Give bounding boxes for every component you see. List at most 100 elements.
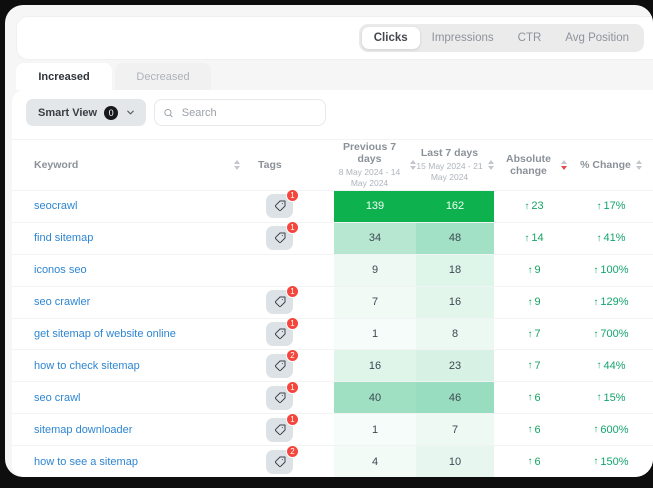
tag-icon bbox=[274, 360, 285, 371]
sort-icon-active-desc[interactable] bbox=[560, 160, 567, 170]
tag-button[interactable]: 1 bbox=[266, 189, 299, 219]
sort-icon[interactable] bbox=[488, 160, 494, 170]
table-header: Keyword Tags Previous 7 days 8 May 2024 … bbox=[12, 139, 653, 191]
absolute-change-cell: ↑ 6 bbox=[527, 455, 541, 468]
previous-value-cell: 4 bbox=[334, 446, 416, 477]
tag-icon bbox=[274, 424, 285, 435]
keyword-link[interactable]: sitemap downloader bbox=[34, 423, 133, 436]
up-arrow-icon: ↑ bbox=[593, 456, 599, 468]
up-arrow-icon: ↑ bbox=[527, 296, 533, 308]
keyword-link[interactable]: find sitemap bbox=[34, 232, 94, 245]
tag-button[interactable]: 1 bbox=[266, 285, 299, 315]
table-row: find sitemap 1 34 48 ↑14 ↑41% /en/ bbox=[12, 221, 653, 255]
sort-icon[interactable] bbox=[234, 160, 240, 170]
prev-header-dates: 8 May 2024 - 14 May 2024 bbox=[338, 167, 401, 188]
url-cell: /en/ bbox=[648, 414, 653, 445]
smart-view-label: Smart View bbox=[38, 106, 98, 119]
column-header-url[interactable]: URL bbox=[648, 140, 653, 190]
up-arrow-icon: ↑ bbox=[596, 392, 602, 404]
url-cell: /en/ bbox=[648, 382, 653, 413]
last-value-cell: 23 bbox=[416, 350, 494, 382]
url-cell: /en/ bbox=[648, 446, 653, 477]
metric-tab-impressions[interactable]: Impressions bbox=[431, 32, 494, 44]
up-arrow-icon: ↑ bbox=[596, 360, 602, 372]
tag-button[interactable]: 2 bbox=[266, 348, 299, 378]
up-arrow-icon: ↑ bbox=[524, 200, 530, 212]
tag-button[interactable]: 1 bbox=[266, 412, 299, 442]
keyword-cell: get sitemap of website online bbox=[12, 319, 250, 350]
url-cell: /en/ bbox=[648, 223, 653, 254]
metric-tab-avg-position[interactable]: Avg Position bbox=[565, 32, 629, 44]
keyword-link[interactable]: seo crawler bbox=[34, 296, 91, 309]
last-value-cell: 48 bbox=[416, 222, 494, 254]
url-cell: /en/ bbox=[648, 350, 653, 381]
direction-tabs: Increased Decreased bbox=[16, 63, 653, 90]
filter-bar: Smart View 0 bbox=[12, 90, 653, 134]
content-card: Smart View 0 Keyword Tags Previous 7 day… bbox=[12, 90, 653, 477]
last-value-cell: 16 bbox=[416, 286, 494, 318]
last-value-cell: 18 bbox=[416, 254, 494, 286]
app-window: Clicks Impressions CTR Avg Position Incr… bbox=[5, 5, 653, 477]
absolute-change-cell: ↑ 6 bbox=[527, 391, 541, 404]
percent-change-cell: ↑ 41% bbox=[596, 232, 626, 245]
table-row: how to check sitemap 2 16 23 ↑7 ↑44% /en… bbox=[12, 348, 653, 383]
tag-count-badge: 2 bbox=[286, 444, 299, 458]
tags-cell: 1 bbox=[250, 317, 334, 350]
column-header-percent-change[interactable]: % Change bbox=[574, 140, 648, 190]
sort-icon[interactable] bbox=[635, 160, 642, 170]
tag-count-badge: 1 bbox=[286, 285, 299, 299]
tag-button[interactable]: 1 bbox=[266, 317, 299, 346]
table-row: seo crawl 1 40 46 ↑6 ↑15% /en/ bbox=[12, 380, 653, 415]
absolute-change-cell: ↑ 14 bbox=[524, 232, 544, 245]
column-header-previous-7-days[interactable]: Previous 7 days 8 May 2024 - 14 May 2024 bbox=[334, 140, 416, 190]
tag-count-badge: 1 bbox=[286, 317, 299, 330]
keyword-link[interactable]: seo crawl bbox=[34, 391, 81, 404]
search-icon bbox=[164, 108, 173, 117]
tag-button[interactable]: 1 bbox=[266, 380, 299, 410]
tag-icon bbox=[274, 328, 285, 340]
url-cell: / bbox=[648, 191, 653, 222]
smart-view-dropdown[interactable]: Smart View 0 bbox=[26, 99, 147, 126]
tag-icon bbox=[274, 456, 285, 467]
keyword-link[interactable]: iconos seo bbox=[34, 264, 87, 277]
tag-button[interactable]: 1 bbox=[266, 221, 299, 251]
table-row: seocrawl 1 139 162 ↑23 ↑17% / bbox=[12, 189, 653, 223]
column-header-last-7-days[interactable]: Last 7 days 15 May 2024 - 21 May 2024 bbox=[416, 140, 494, 190]
keyword-link[interactable]: how to see a sitemap bbox=[34, 455, 138, 468]
previous-value-cell: 139 bbox=[334, 191, 416, 222]
tab-increased[interactable]: Increased bbox=[16, 63, 112, 90]
tag-icon bbox=[274, 200, 285, 212]
keyword-link[interactable]: how to check sitemap bbox=[34, 359, 140, 372]
absolute-change-cell: ↑ 9 bbox=[527, 296, 541, 309]
tags-cell: 1 bbox=[250, 189, 334, 222]
tags-cell: 1 bbox=[250, 412, 334, 445]
metric-tab-clicks[interactable]: Clicks bbox=[361, 27, 420, 49]
up-arrow-icon: ↑ bbox=[527, 424, 533, 436]
keyword-link[interactable]: get sitemap of website online bbox=[34, 328, 176, 340]
up-arrow-icon: ↑ bbox=[593, 264, 599, 276]
sort-icon[interactable] bbox=[410, 160, 416, 170]
metric-tab-ctr[interactable]: CTR bbox=[517, 32, 542, 44]
up-arrow-icon: ↑ bbox=[593, 328, 599, 340]
column-header-tags: Tags bbox=[250, 140, 334, 190]
search-input[interactable] bbox=[179, 105, 318, 120]
last-value-cell: 10 bbox=[416, 446, 494, 477]
table-row: get sitemap of website online 1 1 8 ↑ 7 ↑… bbox=[12, 317, 653, 351]
up-arrow-icon: ↑ bbox=[527, 328, 533, 340]
table-row: seo crawler 1 7 16 ↑9 ↑129% / bbox=[12, 285, 653, 319]
tag-count-badge: 2 bbox=[286, 348, 299, 362]
absolute-change-cell: ↑ 9 bbox=[527, 264, 541, 277]
prev-header-label: Previous 7 days bbox=[342, 141, 397, 166]
smart-view-count-badge: 0 bbox=[104, 105, 119, 120]
column-header-keyword[interactable]: Keyword bbox=[12, 140, 250, 190]
tags-cell: 1 bbox=[250, 285, 334, 318]
tags-cell: 2 bbox=[250, 348, 334, 381]
tab-decreased[interactable]: Decreased bbox=[115, 63, 211, 90]
keyword-cell: how to see a sitemap bbox=[12, 446, 250, 477]
percent-change-cell: ↑ 17% bbox=[596, 200, 626, 213]
keyword-link[interactable]: seocrawl bbox=[34, 200, 78, 213]
column-header-absolute-change[interactable]: Absolute change bbox=[494, 140, 574, 190]
percent-change-cell: ↑ 15% bbox=[596, 391, 626, 404]
tag-button[interactable]: 2 bbox=[266, 444, 299, 474]
last-value-cell: 8 bbox=[416, 318, 494, 350]
